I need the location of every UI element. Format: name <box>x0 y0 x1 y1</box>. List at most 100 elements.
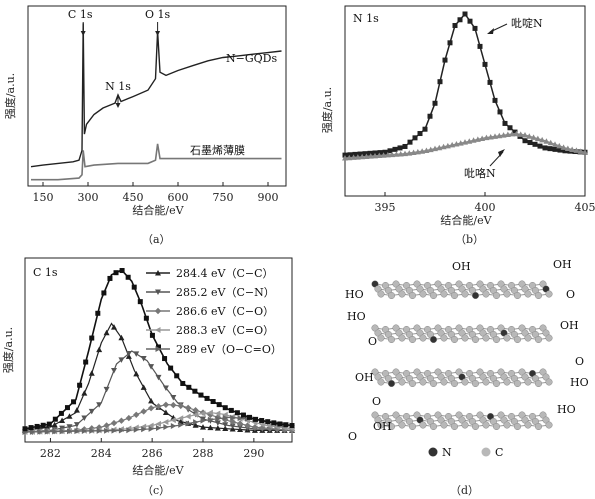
carbon-atom <box>482 290 490 298</box>
series-1-marker <box>474 136 481 142</box>
series-0-marker <box>352 151 358 157</box>
series-1-marker <box>372 152 378 159</box>
series-0-marker <box>392 146 398 152</box>
panel-b-pyrrolic-arrowhead <box>498 149 505 157</box>
panel-b-title: N 1s <box>353 12 379 25</box>
functional-group-label: OH <box>553 258 572 271</box>
series-1-marker <box>582 149 588 155</box>
series-0-marker <box>522 138 528 144</box>
series-5-marker <box>113 270 119 276</box>
series-5-marker <box>156 344 161 350</box>
carbon-atom <box>429 422 438 431</box>
series-2-marker <box>125 414 133 422</box>
series-5-marker <box>125 274 131 280</box>
functional-group-label: O <box>368 335 377 348</box>
series-4-marker <box>37 428 43 435</box>
series-2-marker <box>133 411 140 418</box>
series-0-marker <box>387 148 393 154</box>
series-0-marker <box>437 79 443 85</box>
peak-arrowhead <box>80 31 86 36</box>
series-2-marker <box>140 408 147 415</box>
carbon-atom <box>398 421 406 429</box>
series-4-marker <box>207 416 214 423</box>
series-1-marker <box>423 147 430 153</box>
series-4-marker <box>74 428 80 435</box>
series-1-marker <box>155 374 162 381</box>
series-0-marker <box>51 421 58 428</box>
series-5-marker <box>83 359 89 365</box>
series-1-marker <box>354 154 361 160</box>
carbon-atom <box>503 290 511 298</box>
series-0-marker <box>81 390 88 396</box>
series-5-marker <box>40 422 46 428</box>
carbon-atom <box>534 379 543 388</box>
carbon-atom <box>429 291 438 300</box>
series-2-marker <box>118 417 125 424</box>
series-1-marker <box>530 134 537 140</box>
x-tick-label: 400 <box>475 201 496 214</box>
series-0-marker <box>497 109 503 115</box>
functional-group-label: OH <box>373 420 392 433</box>
series-0-marker <box>407 139 413 145</box>
series-0-marker <box>347 152 353 158</box>
carbon-atom <box>513 335 522 344</box>
series-4-marker <box>156 424 162 431</box>
series-4-marker <box>230 414 236 421</box>
series-5-marker <box>137 299 143 305</box>
series-0-marker <box>492 97 498 103</box>
series-5-marker <box>28 425 34 431</box>
series-1-marker <box>440 143 447 150</box>
series-4-marker <box>44 428 51 435</box>
carbon-atom <box>492 422 501 431</box>
series-2-marker <box>192 406 199 414</box>
series-5-marker <box>186 384 192 390</box>
series-3-marker <box>207 409 213 416</box>
series-1-marker <box>526 133 533 139</box>
series-1-marker <box>214 420 221 426</box>
series-1-marker <box>556 142 563 149</box>
graphene-sheet <box>371 324 553 344</box>
x-tick-label: 405 <box>575 201 595 214</box>
series-0-marker <box>467 18 473 24</box>
series-2-marker <box>110 419 118 427</box>
series-3-marker <box>214 410 221 417</box>
legend-marker <box>155 289 161 295</box>
carbon-atom <box>440 378 448 386</box>
panel-b-label-pyrrolic: 吡咯N <box>464 166 496 180</box>
x-tick-label: 900 <box>258 191 279 204</box>
legend-marker <box>155 346 161 352</box>
series-0-marker <box>537 143 543 149</box>
series-0-marker <box>73 407 80 413</box>
series-1-marker <box>170 394 177 401</box>
panel-d-legend-c-label: C <box>495 446 503 459</box>
series-0-marker <box>472 25 478 31</box>
carbon-atom <box>440 334 448 342</box>
functional-group-label: O <box>372 395 381 408</box>
series-1-marker <box>380 152 387 158</box>
series-5-marker <box>180 380 186 386</box>
series-5-marker <box>101 290 107 296</box>
series-4-marker <box>170 423 177 430</box>
series-2-marker <box>147 404 155 412</box>
series-2-marker <box>177 402 184 410</box>
series-1-marker <box>573 147 580 153</box>
carbon-atom <box>503 378 511 386</box>
series-0-marker <box>412 135 418 141</box>
carbon-atom <box>440 421 448 429</box>
series-2-marker <box>162 401 170 408</box>
panel-a-frame <box>27 5 287 187</box>
functional-group-label: O <box>348 430 357 443</box>
carbon-atom <box>387 335 396 344</box>
series-1-marker <box>103 386 110 393</box>
series-1-marker <box>73 422 80 428</box>
series-3-marker <box>177 415 184 422</box>
series-1-marker <box>384 151 391 158</box>
series-2-marker <box>170 401 177 409</box>
peak-label: C 1s <box>68 8 93 21</box>
series-5-marker <box>289 423 295 429</box>
carbon-atom <box>534 335 543 344</box>
x-tick-label: 450 <box>123 191 144 204</box>
panel-c-title: C 1s <box>33 266 58 279</box>
